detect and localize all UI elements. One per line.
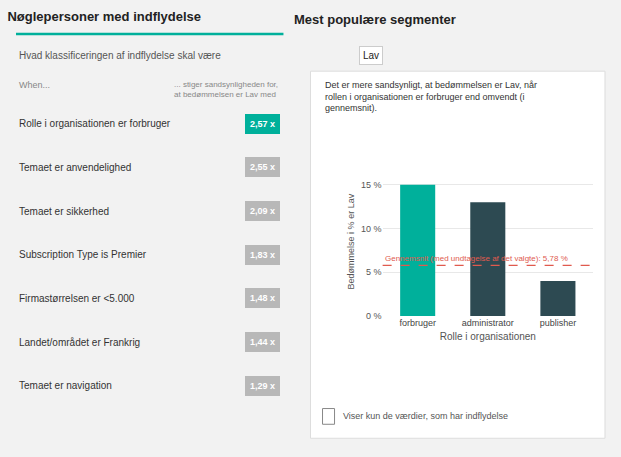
svg-text:15 %: 15 % (361, 180, 382, 190)
svg-text:Temaet er anvendelighed: Temaet er anvendelighed (19, 162, 131, 173)
svg-text:Mest populære segmenter: Mest populære segmenter (294, 12, 456, 27)
svg-text:Nøglepersoner med indflydelse: Nøglepersoner med indflydelse (7, 9, 201, 24)
svg-text:10 %: 10 % (361, 224, 382, 234)
svg-text:0 %: 0 % (366, 311, 382, 321)
svg-text:Bedømmelse i % er Lav: Bedømmelse i % er Lav (346, 193, 356, 289)
svg-text:1,48 x: 1,48 x (250, 293, 275, 303)
svg-text:Det er mere sandsynligt, at be: Det er mere sandsynligt, at bedømmelsen … (325, 80, 537, 113)
svg-text:Temaet er sikkerhed: Temaet er sikkerhed (19, 206, 109, 217)
svg-text:publisher: publisher (540, 318, 577, 328)
svg-text:Lav: Lav (363, 50, 379, 61)
svg-text:1,83 x: 1,83 x (250, 250, 275, 260)
svg-text:2,09 x: 2,09 x (250, 206, 275, 216)
svg-text:Viser kun de værdier, som har: Viser kun de værdier, som har indflydels… (343, 411, 508, 421)
svg-text:forbruger: forbruger (399, 318, 436, 328)
svg-text:5 %: 5 % (366, 267, 382, 277)
svg-text:2,57 x: 2,57 x (250, 119, 275, 129)
svg-text:Rolle i organisationen er forb: Rolle i organisationen er forbruger (19, 118, 171, 129)
svg-text:When...: When... (19, 80, 50, 90)
svg-text:Temaet er navigation: Temaet er navigation (19, 380, 112, 391)
svg-text:2,55 x: 2,55 x (250, 162, 275, 172)
svg-text:Subscription Type is Premier: Subscription Type is Premier (19, 249, 147, 260)
svg-text:1,29 x: 1,29 x (250, 381, 275, 391)
svg-text:1,44 x: 1,44 x (250, 337, 275, 347)
svg-text:... stiger sandsynligheden for: ... stiger sandsynligheden for,at bedømm… (174, 80, 278, 99)
svg-text:Hvad klassificeringen af indfl: Hvad klassificeringen af indflydelse ska… (19, 50, 221, 61)
svg-text:Rolle i organisationen: Rolle i organisationen (440, 331, 536, 342)
svg-text:Landet/området er Frankrig: Landet/området er Frankrig (19, 337, 140, 348)
svg-text:administrator: administrator (462, 318, 514, 328)
svg-text:Gennemsnit (med undtagelse af: Gennemsnit (med undtagelse af det valgte… (385, 254, 568, 263)
svg-text:Firmastørrelsen er <5.000: Firmastørrelsen er <5.000 (19, 293, 135, 304)
